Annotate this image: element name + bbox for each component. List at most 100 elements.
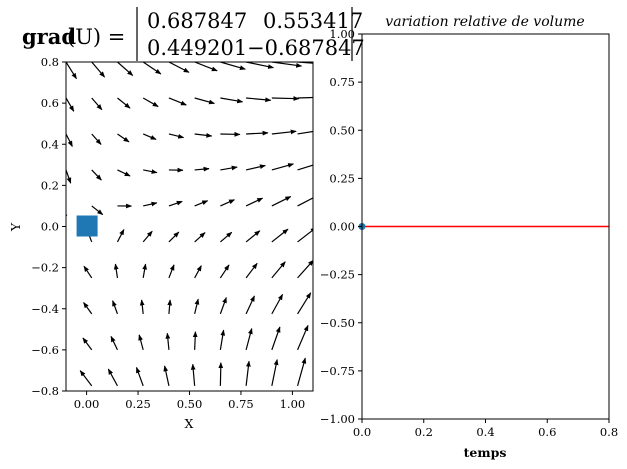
volume-y-ticks: −1.00 −0.75 −0.50 −0.25 0.00 0.25 0.50 0.75 1.00 [320, 27, 362, 426]
y-tick-label: 1.00 [329, 27, 355, 41]
quiver-arrow [297, 292, 312, 315]
quiver-arrow [219, 231, 233, 243]
quiver-arrow [66, 133, 73, 147]
origin-square-marker [76, 215, 98, 237]
quiver-arrow [194, 200, 209, 207]
volume-plot: variation relative de volume 0.0 0.2 0.4 0.… [320, 14, 618, 460]
quiver-arrow [194, 62, 218, 72]
quiver-arrow [194, 166, 210, 172]
quiver-arrow [271, 96, 300, 101]
quiver-arrow [190, 363, 196, 386]
quiver-arrow [297, 96, 313, 99]
y-tick-label: 0.6 [41, 96, 59, 110]
y-tick-label: 0.4 [41, 137, 59, 151]
quiver-arrow [168, 264, 175, 279]
quiver-arrow [297, 259, 313, 279]
quiver-arrow [83, 265, 93, 279]
quiver-arrow [271, 359, 279, 386]
quiver-arrow [117, 169, 131, 177]
quiver-arrow [138, 334, 144, 351]
quiver-arrow [219, 296, 227, 315]
matrix-cell-11: −0.687847 [247, 36, 365, 60]
quiver-arrow [194, 265, 202, 279]
quiver-arrow [194, 232, 206, 243]
quiver-arrow [168, 200, 183, 207]
equation-lhs-bold: grad [22, 24, 76, 49]
quiver-arrow [246, 130, 269, 136]
quiver-arrow [245, 164, 266, 171]
quiver-arrow [142, 263, 148, 279]
y-tick-label: −0.2 [31, 261, 59, 275]
quiver-arrow [91, 205, 104, 216]
quiver-arrow [165, 332, 171, 350]
quiver-arrow [82, 337, 93, 351]
y-tick-label: 0.8 [41, 55, 59, 69]
quiver-arrow [220, 62, 246, 71]
quiver-arrow [271, 293, 284, 315]
equation-lhs: (U) = [67, 25, 125, 49]
y-tick-label: 0.0 [41, 220, 59, 234]
quiver-arrow [66, 62, 77, 80]
quiver-arrow [91, 169, 102, 181]
quiver-arrow [218, 362, 224, 386]
x-tick-label: 0.50 [177, 397, 203, 411]
y-tick-label: −0.4 [31, 302, 59, 316]
quiver-arrow [112, 300, 119, 315]
quiver-arrow [168, 133, 185, 139]
quiver-x-label: X [185, 416, 194, 431]
quiver-arrow [135, 366, 144, 387]
quiver-arrow [66, 241, 67, 242]
quiver-arrow [142, 97, 159, 108]
quiver-arrow [271, 326, 281, 351]
quiver-arrow [297, 164, 313, 171]
y-tick-label: 0.25 [329, 171, 355, 185]
quiver-arrow [142, 62, 162, 75]
quiver-arrow [194, 298, 200, 315]
volume-x-ticks: 0.0 0.2 0.4 0.6 0.8 [353, 419, 618, 439]
quiver-arrow [271, 129, 297, 135]
matrix-cell-01: 0.553417 [263, 9, 363, 33]
x-tick-label: 0.6 [538, 425, 556, 439]
quiver-arrow [271, 261, 286, 279]
x-tick-label: 0.0 [353, 425, 371, 439]
quiver-arrow [192, 331, 198, 350]
quiver-arrow [117, 62, 134, 76]
quiver-arrow [245, 327, 253, 351]
quiver-arrow [91, 133, 102, 145]
quiver-arrow [91, 62, 106, 78]
quiver-arrow [117, 133, 130, 143]
quiver-arrow [142, 133, 157, 140]
quiver-arrow [220, 97, 244, 104]
y-tick-label: 0.2 [41, 178, 59, 192]
y-tick-label: 0.75 [329, 75, 355, 89]
quiver-y-label: Y [8, 222, 23, 232]
quiver-arrow [113, 263, 119, 278]
quiver-arrow [194, 133, 213, 138]
quiver-arrow [271, 228, 289, 243]
quiver-arrow [143, 201, 158, 207]
quiver-arrow [168, 62, 190, 73]
quiver-arrow [245, 295, 255, 315]
x-tick-label: 0.25 [125, 397, 151, 411]
quiver-arrow [116, 228, 125, 243]
quiver-arrow [139, 299, 145, 314]
x-tick-label: 0.4 [476, 425, 494, 439]
quiver-arrow [66, 97, 75, 112]
quiver-arrow [271, 196, 292, 207]
quiver-arrow [271, 163, 295, 171]
quiver-arrow [297, 130, 313, 135]
quiver-arrow [168, 231, 180, 243]
y-tick-label: −1.00 [320, 412, 355, 426]
quiver-x-ticks: 0.00 0.25 0.50 0.75 1.00 [74, 391, 305, 411]
gradient-equation: grad (U) = 0.687847 0.553417 0.449201 −0… [22, 7, 365, 61]
quiver-arrow [245, 262, 258, 279]
quiver-arrow [79, 370, 93, 387]
y-tick-label: 0.00 [329, 220, 355, 234]
quiver-arrow [91, 97, 103, 111]
x-tick-label: 0.00 [74, 397, 100, 411]
quiver-arrow [143, 169, 158, 174]
quiver-arrow [297, 194, 313, 207]
matrix-cell-10: 0.449201 [147, 36, 247, 60]
x-tick-label: 0.2 [415, 425, 433, 439]
